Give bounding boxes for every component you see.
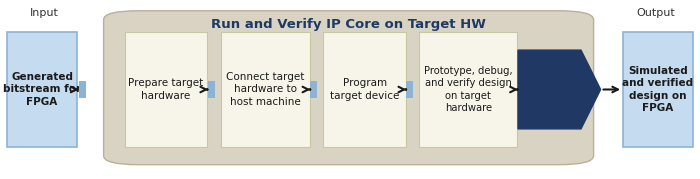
Text: Simulated
and verified
design on
FPGA: Simulated and verified design on FPGA	[622, 66, 694, 113]
Text: Run and Verify IP Core on Target HW: Run and Verify IP Core on Target HW	[211, 18, 486, 31]
FancyBboxPatch shape	[125, 32, 207, 147]
FancyBboxPatch shape	[220, 32, 310, 147]
FancyBboxPatch shape	[623, 32, 693, 147]
Text: Generated
bitstream for
FPGA: Generated bitstream for FPGA	[3, 72, 81, 107]
FancyBboxPatch shape	[7, 32, 77, 147]
Text: Prepare target
hardware: Prepare target hardware	[128, 78, 204, 101]
FancyBboxPatch shape	[406, 81, 413, 98]
FancyBboxPatch shape	[78, 81, 85, 98]
FancyBboxPatch shape	[104, 11, 594, 165]
FancyBboxPatch shape	[311, 81, 317, 98]
Text: Program
target device: Program target device	[330, 78, 400, 101]
Text: Output: Output	[636, 8, 676, 18]
FancyBboxPatch shape	[419, 32, 517, 147]
Text: Prototype, debug,
and verify design
on target
hardware: Prototype, debug, and verify design on t…	[424, 66, 512, 113]
Text: Input: Input	[29, 8, 59, 18]
FancyBboxPatch shape	[209, 81, 216, 98]
Polygon shape	[518, 50, 601, 129]
FancyBboxPatch shape	[323, 32, 406, 147]
Text: Connect target
hardware to
host machine: Connect target hardware to host machine	[226, 72, 304, 107]
